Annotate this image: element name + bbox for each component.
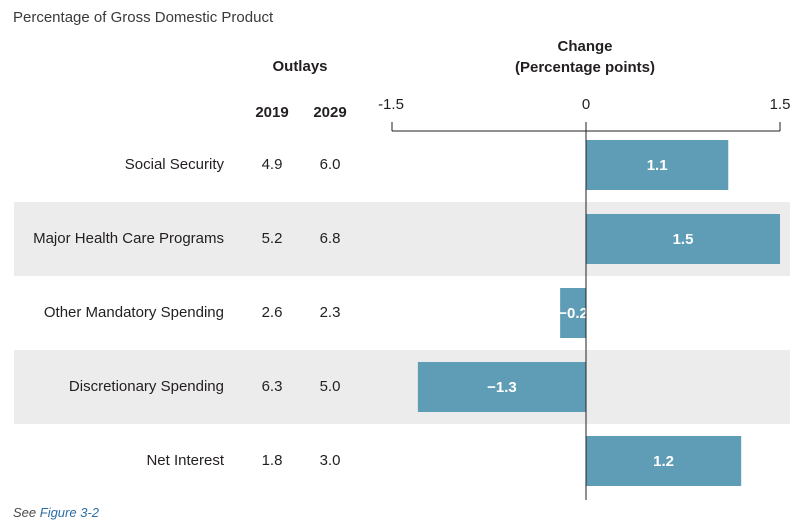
outlay-2029-value: 3.0 — [319, 452, 341, 469]
bar — [586, 214, 780, 264]
data-row: Social Security 4.9 6.0 — [14, 128, 790, 202]
row-label: Social Security — [124, 156, 224, 173]
row-label: Net Interest — [146, 452, 224, 469]
year-2019-header: 2019 — [255, 104, 289, 121]
change-header-line1: Change — [557, 38, 613, 55]
outlay-2029-value: 6.0 — [319, 156, 341, 173]
figure-link[interactable]: Figure 3-2 — [39, 505, 99, 520]
outlay-2019-value: 4.9 — [261, 156, 283, 173]
bar-value-label: 1.5 — [673, 231, 694, 248]
footnote: See Figure 3-2 — [13, 505, 99, 520]
data-row: Discretionary Spending 6.3 5.0 — [14, 350, 790, 424]
bar — [586, 436, 742, 486]
outlay-2029-value: 2.3 — [319, 304, 341, 321]
bar — [560, 288, 586, 338]
outlays-header: Outlays — [272, 58, 328, 75]
year-2029-header: 2029 — [313, 104, 347, 121]
x-tick-label: 0 — [581, 96, 591, 113]
bar — [586, 140, 729, 190]
data-row: Other Mandatory Spending 2.6 2.3 — [14, 276, 790, 350]
x-tick-label: -1.5 — [378, 96, 404, 113]
change-header-line2: (Percentage points) — [514, 59, 656, 76]
bar-value-label: −0.2 — [558, 305, 588, 322]
outlay-2019-value: 5.2 — [261, 230, 283, 247]
x-tick-label: 1.5 — [769, 96, 791, 113]
outlay-2019-value: 6.3 — [261, 378, 283, 395]
bar-value-label: 1.1 — [647, 157, 668, 174]
data-row: Net Interest 1.8 3.0 — [14, 424, 790, 498]
bar-value-label: 1.2 — [653, 453, 674, 470]
row-label: Discretionary Spending — [68, 378, 224, 395]
chart-subtitle: Percentage of Gross Domestic Product — [13, 9, 274, 26]
outlay-2029-value: 5.0 — [319, 378, 341, 395]
row-label: Other Mandatory Spending — [43, 304, 224, 321]
bar-value-label: −1.3 — [487, 379, 517, 396]
outlay-2029-value: 6.8 — [319, 230, 341, 247]
outlay-2019-value: 2.6 — [261, 304, 283, 321]
bar — [417, 362, 586, 412]
row-label: Major Health Care Programs — [33, 230, 224, 247]
change-header: Change (Percentage points) — [470, 36, 700, 78]
outlay-2019-value: 1.8 — [261, 452, 283, 469]
footnote-prefix: See — [13, 505, 40, 520]
